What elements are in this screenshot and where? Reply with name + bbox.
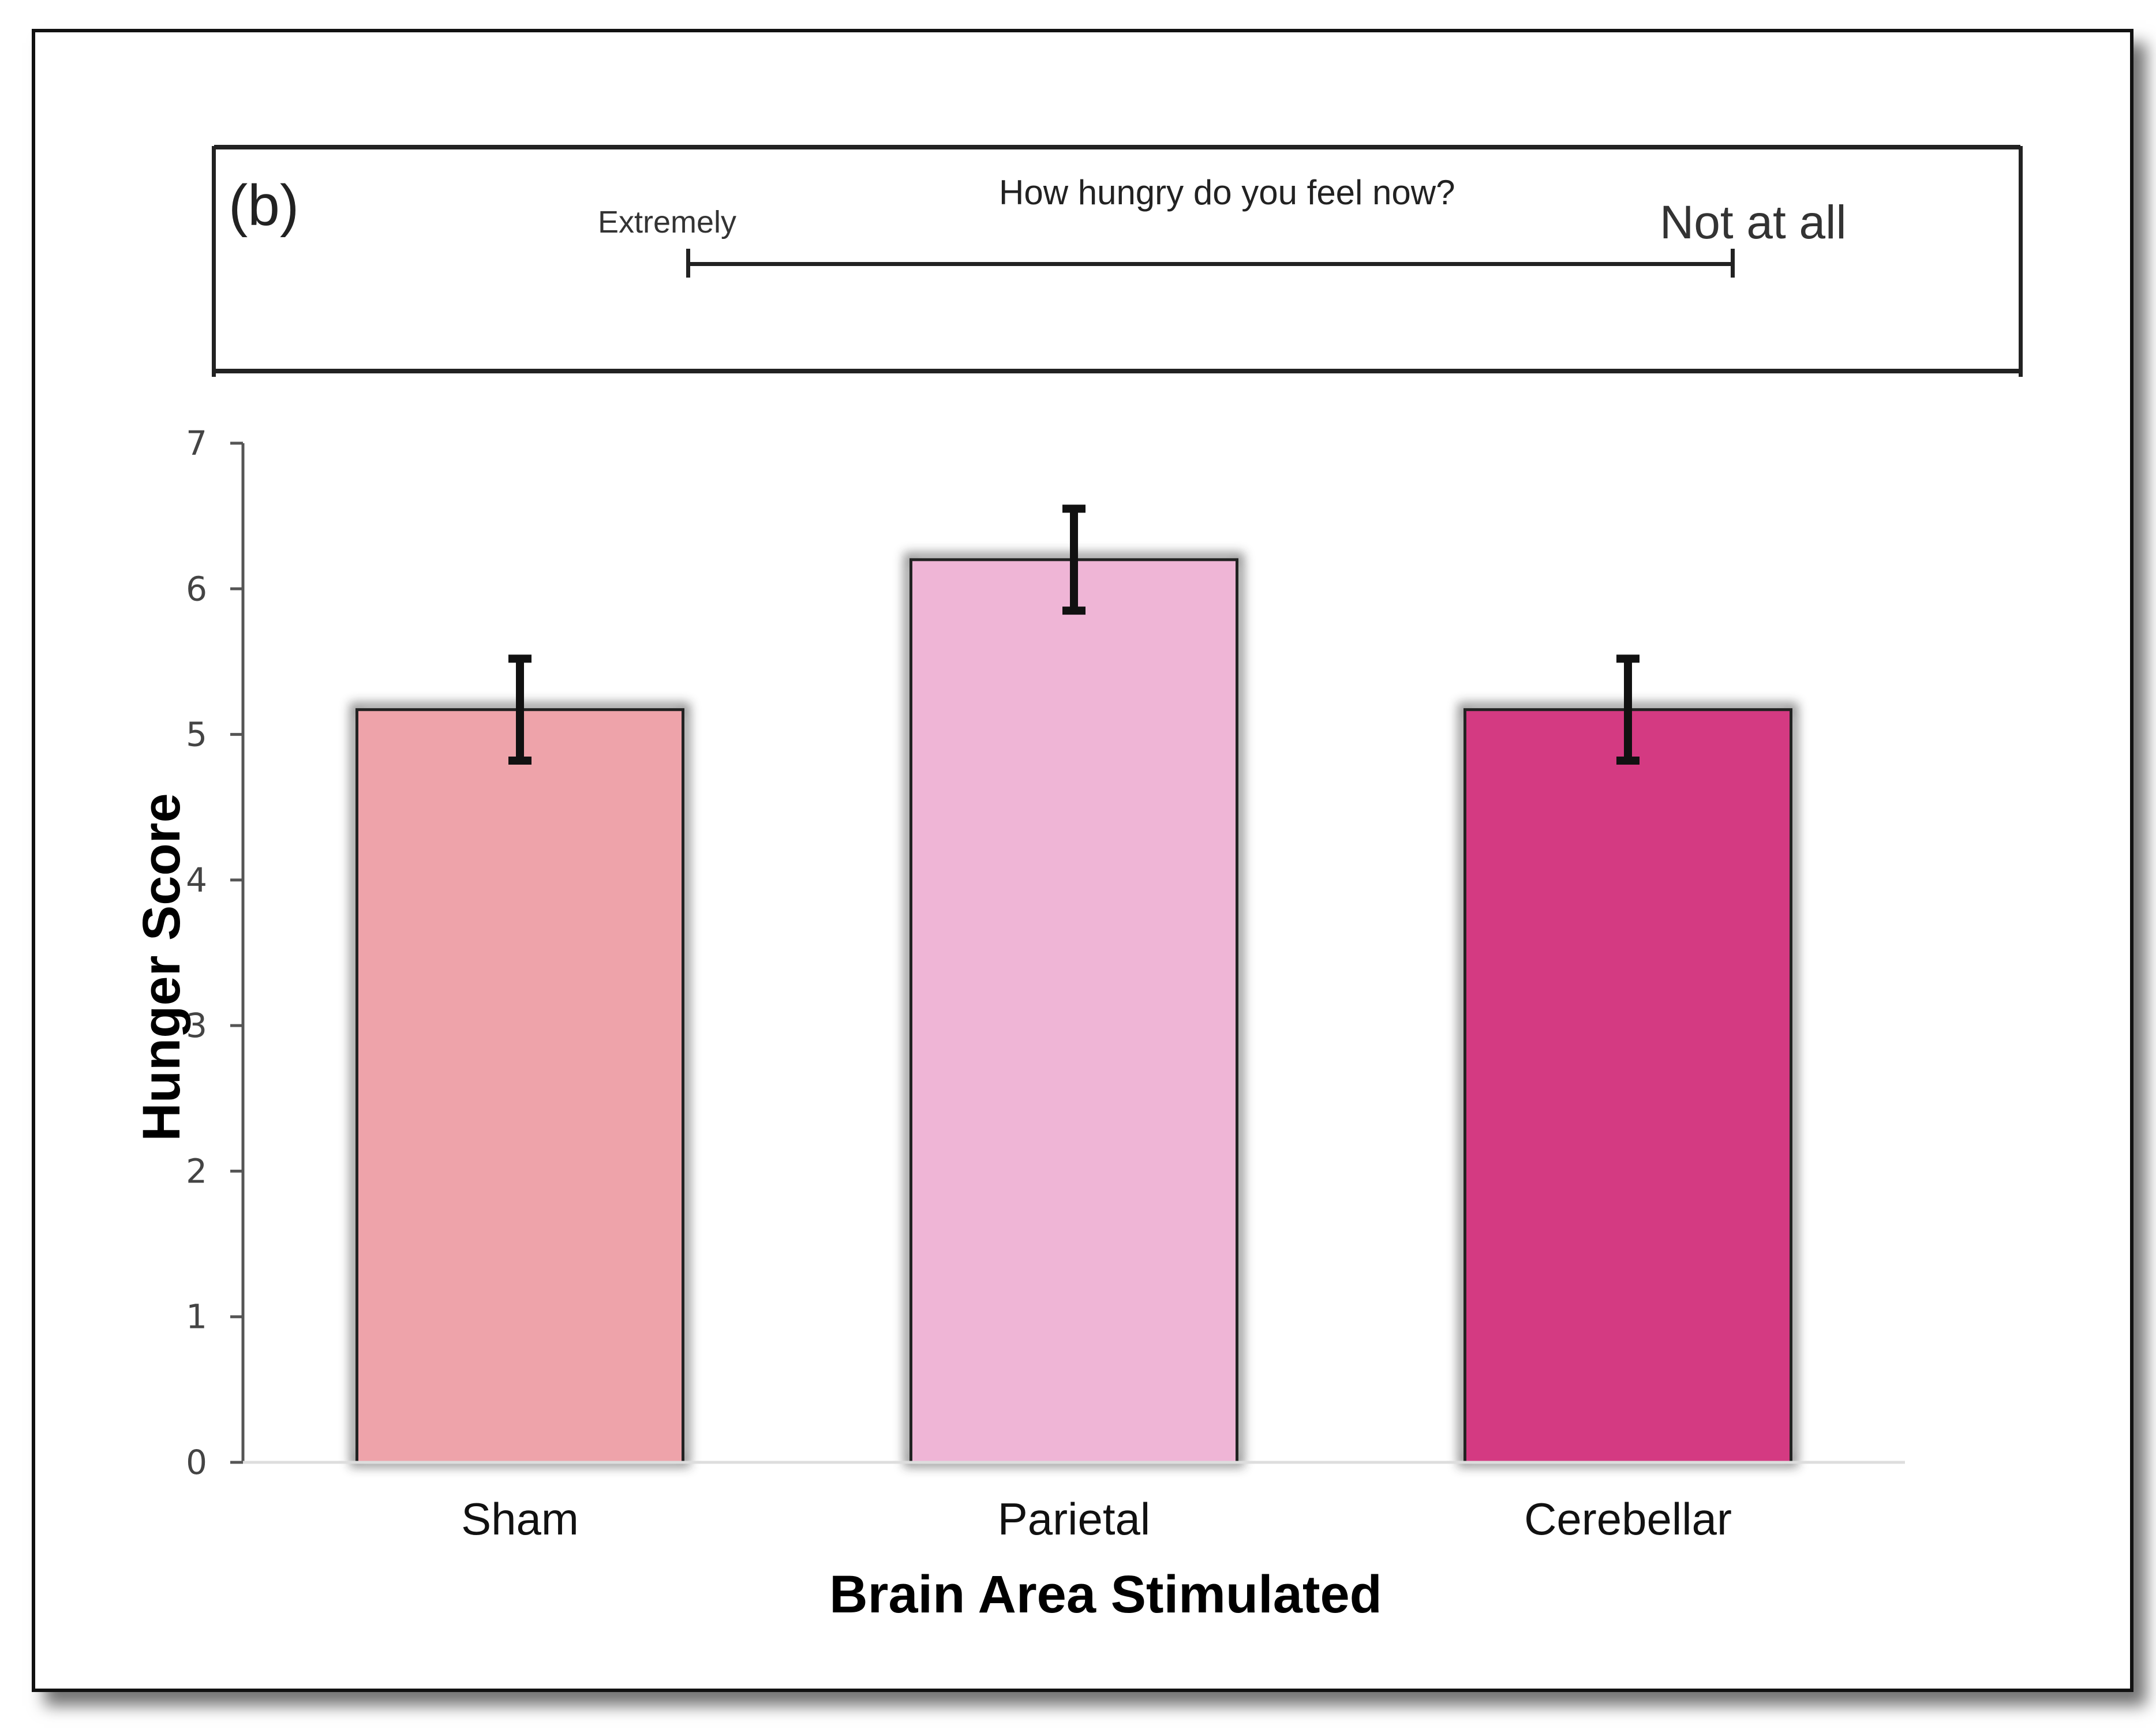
bar-parietal bbox=[909, 558, 1238, 1464]
labels-layer: Brain Area Stimulated Hunger Score bbox=[132, 793, 1382, 1624]
scale-end-tick-right bbox=[1731, 249, 1735, 278]
scale-end-tick-left bbox=[686, 249, 690, 278]
y-tick-label: 3 bbox=[186, 1006, 207, 1045]
y-tick-label: 7 bbox=[186, 424, 207, 463]
scale-anchor-right: Not at all bbox=[1660, 196, 1847, 249]
x-category-label: Parietal bbox=[998, 1494, 1150, 1544]
scale-anchor-left: Extremely bbox=[598, 205, 737, 239]
y-tick-label: 6 bbox=[186, 569, 207, 608]
bar-chart: 0 1 2 3 4 5 6 7 Sham Parietal Cerebellar Brain Are… bbox=[132, 424, 1905, 1624]
y-tick-label: 5 bbox=[186, 715, 207, 754]
rating-scale-panel: (b) How hungry do you feel now? Extremel… bbox=[212, 145, 2023, 377]
panel-label: (b) bbox=[229, 173, 300, 238]
figure-frame: (b) How hungry do you feel now? Extremel… bbox=[32, 29, 2133, 1692]
visual-analog-scale-line bbox=[688, 262, 1733, 266]
x-category-label: Sham bbox=[461, 1494, 579, 1544]
y-tick-label: 1 bbox=[186, 1297, 207, 1337]
bar-sham bbox=[355, 708, 684, 1464]
y-tick-label: 2 bbox=[186, 1151, 207, 1191]
scale-question: How hungry do you feel now? bbox=[999, 173, 1455, 212]
bars-layer bbox=[350, 504, 1798, 1467]
y-tick-label: 0 bbox=[186, 1443, 207, 1482]
axes-layer: 0 1 2 3 4 5 6 7 Sham Parietal Cerebellar bbox=[186, 424, 1905, 1544]
y-tick-label: 4 bbox=[186, 860, 207, 900]
y-axis-title: Hunger Score bbox=[132, 793, 191, 1141]
bar-cerebellar bbox=[1463, 708, 1792, 1464]
x-category-label: Cerebellar bbox=[1524, 1494, 1732, 1544]
x-axis-title: Brain Area Stimulated bbox=[829, 1565, 1382, 1624]
